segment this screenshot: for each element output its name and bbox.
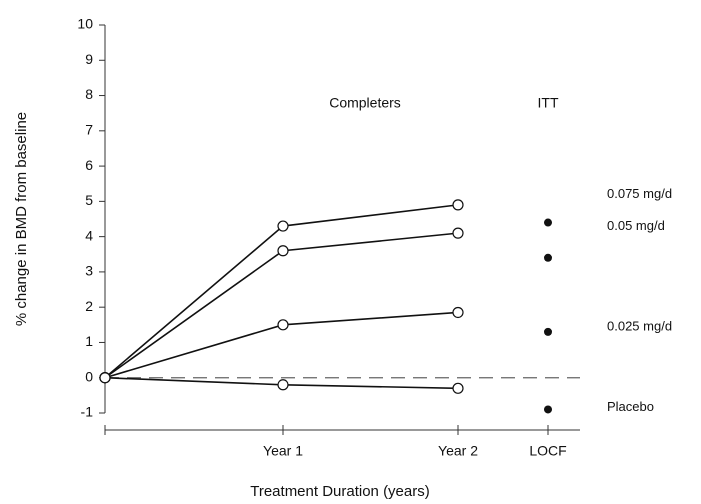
- y-tick-label: 6: [85, 157, 93, 173]
- y-tick-label: 8: [85, 86, 93, 102]
- annotation: ITT: [538, 95, 559, 111]
- x-tick-label: LOCF: [529, 443, 566, 459]
- y-tick-label: 3: [85, 263, 93, 279]
- point: [452, 382, 464, 394]
- itt-point: [544, 327, 552, 336]
- y-tick-label: -1: [81, 404, 94, 420]
- point: [277, 319, 289, 331]
- point: [452, 306, 464, 319]
- x-axis-label: Treatment Duration (years): [250, 483, 430, 500]
- series-label: Placebo: [607, 399, 654, 414]
- annotation: Completers: [329, 95, 401, 111]
- point: [452, 227, 464, 239]
- y-tick-label: 7: [85, 122, 93, 138]
- y-axis-label: % change in BMD from baseline: [13, 112, 30, 326]
- itt-point: [544, 253, 552, 262]
- point: [452, 199, 464, 211]
- x-tick-label: Year 2: [438, 443, 478, 459]
- x-tick-label: Year 1: [263, 443, 303, 459]
- point: [99, 372, 111, 384]
- y-tick-label: 4: [85, 227, 93, 243]
- y-tick-label: 1: [85, 333, 93, 349]
- point: [277, 379, 289, 391]
- series-label: 0.025 mg/d: [607, 318, 672, 333]
- y-tick-label: 10: [77, 16, 93, 32]
- y-tick-label: 5: [85, 192, 93, 208]
- series-label: 0.05 mg/d: [607, 218, 665, 233]
- point: [277, 220, 289, 232]
- y-tick-label: 2: [85, 298, 93, 314]
- y-tick-label: 9: [85, 51, 93, 67]
- itt-point: [544, 218, 552, 227]
- point: [277, 245, 289, 257]
- itt-point: [544, 405, 552, 414]
- y-tick-label: 0: [85, 368, 93, 384]
- series-label: 0.075 mg/d: [607, 186, 672, 201]
